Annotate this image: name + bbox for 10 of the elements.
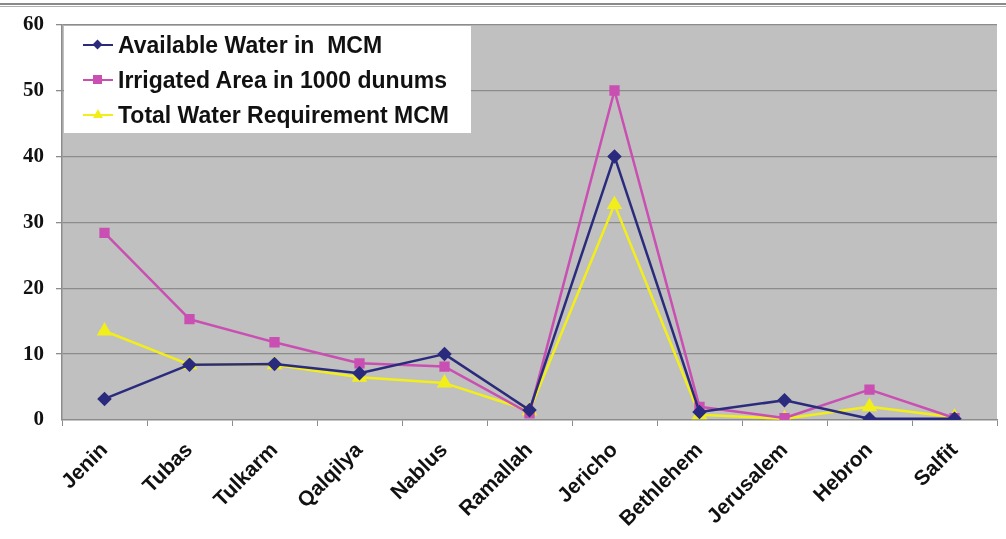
legend-label: Total Water Requirement MCM [118,101,449,129]
legend-label: Irrigated Area in 1000 dunums [118,66,447,94]
y-tick-label: 0 [33,406,44,431]
y-tick-label: 30 [23,208,44,233]
y-tick-label: 20 [23,274,44,299]
legend-label: Available Water in MCM [118,31,383,59]
y-tick-label: 50 [23,76,44,101]
y-tick-label: 40 [23,142,44,167]
y-tick-label: 60 [23,11,44,36]
y-tick-label: 10 [23,340,44,365]
